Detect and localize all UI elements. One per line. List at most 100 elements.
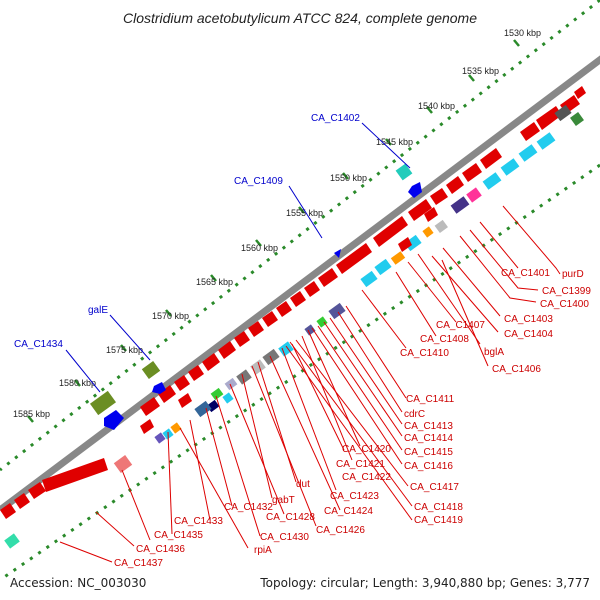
gene-forward [422, 226, 434, 238]
gene-label[interactable]: dut [296, 479, 310, 490]
leader-line [442, 247, 501, 317]
gene-label[interactable]: CA_C1416 [404, 461, 453, 472]
gene-forward [304, 324, 316, 336]
gene-label[interactable]: CA_C1401 [501, 268, 550, 279]
gene-label[interactable]: CA_C1437 [114, 558, 163, 569]
gene-forward [316, 316, 328, 328]
gene-label[interactable]: galE [88, 305, 108, 316]
gene-forward [194, 400, 212, 418]
tick-mark [74, 379, 81, 387]
gene-forward [462, 163, 482, 182]
gene-forward [222, 392, 234, 404]
gene-label[interactable]: CA_C1402 [311, 113, 360, 124]
gene-forward [318, 268, 338, 287]
gene-forward [536, 106, 562, 130]
gene-label[interactable]: CA_C1422 [342, 472, 391, 483]
leader-line [317, 325, 403, 451]
leader-line [65, 349, 101, 393]
gene-forward [466, 187, 482, 203]
leader-line [459, 235, 537, 303]
gene-label[interactable]: CA_C1435 [154, 530, 203, 541]
gene-forward [174, 375, 190, 391]
leader-line [361, 122, 411, 169]
leader-line [251, 365, 317, 527]
gene-forward [224, 377, 238, 391]
tick-label: 1530 kbp [504, 28, 541, 38]
gene-label[interactable]: CA_C1426 [316, 525, 365, 536]
tick-mark [298, 206, 305, 214]
gene-forward [424, 207, 438, 222]
leader-line [95, 511, 135, 547]
gene-forward [140, 397, 160, 416]
reverse-gene-labels: CA_C1402 CA_C1409 galE CA_C1434 [14, 113, 360, 350]
leader-line [345, 305, 407, 399]
gene-forward [158, 385, 176, 403]
gene-label[interactable]: CA_C1420 [342, 444, 391, 455]
gene-label[interactable]: CA_C1406 [492, 364, 541, 375]
gene-forward [28, 482, 46, 499]
tick-mark [385, 138, 392, 146]
tick-label: 1575 kbp [106, 345, 143, 355]
gene-label[interactable]: CA_C1430 [260, 532, 309, 543]
leader-line [479, 221, 519, 269]
gene-forward [574, 86, 586, 99]
leader-line [469, 229, 539, 291]
gene-label[interactable]: CA_C1433 [174, 516, 223, 527]
gene-label[interactable]: CA_C1414 [404, 433, 453, 444]
gene-label[interactable]: CA_C1411 [406, 394, 455, 405]
gene-label[interactable]: CA_C1415 [404, 447, 453, 458]
gene-forward [14, 493, 30, 509]
gene-label[interactable]: CA_C1428 [266, 512, 315, 523]
gene-label[interactable]: CA_C1418 [414, 502, 463, 513]
gene-forward [434, 219, 448, 233]
gene-forward [178, 393, 192, 408]
gene-forward [518, 144, 538, 162]
leader-line [295, 339, 409, 487]
tick-label: 1565 kbp [196, 277, 233, 287]
gene-reverse [152, 382, 166, 394]
gene-label[interactable]: bglA [484, 347, 504, 358]
leader-line [215, 395, 261, 537]
gene-label[interactable]: CA_C1436 [136, 544, 185, 555]
leader-line [285, 345, 413, 521]
gene-label[interactable]: CA_C1408 [420, 334, 469, 345]
gene-label[interactable]: CA_C1404 [504, 329, 553, 340]
gene-reverse [395, 163, 413, 181]
tick-label: 1585 kbp [13, 409, 50, 419]
gene-forward [570, 112, 584, 126]
genome-backbone [0, 55, 600, 513]
leader-line [329, 317, 403, 425]
gene-forward [482, 172, 502, 190]
gene-reverse [104, 410, 124, 430]
gene-label[interactable]: CA_C1423 [330, 491, 379, 502]
leader-line [323, 321, 403, 437]
leader-line [205, 407, 233, 507]
leader-line [281, 347, 337, 491]
gene-label[interactable]: CA_C1424 [324, 506, 373, 517]
gene-label[interactable]: CA_C1403 [504, 314, 553, 325]
gene-label[interactable]: CA_C1419 [414, 515, 463, 526]
gene-label[interactable]: CA_C1432 [224, 502, 273, 513]
gene-label[interactable]: rpiA [254, 545, 272, 556]
gene-label[interactable]: CA_C1409 [234, 176, 283, 187]
gene-forward [170, 422, 182, 434]
gene-forward [0, 503, 16, 519]
leader-line [189, 419, 211, 521]
gene-label[interactable]: CA_C1421 [336, 459, 385, 470]
gene-forward [234, 331, 250, 347]
gene-forward [188, 365, 204, 381]
gene-label[interactable]: gabT [272, 495, 295, 506]
inner-dotted-track [0, 163, 600, 582]
gene-label[interactable]: CA_C1413 [404, 421, 453, 432]
gene-label[interactable]: CA_C1407 [436, 320, 485, 331]
gene-label[interactable]: purD [562, 269, 584, 280]
tick-label: 1570 kbp [152, 311, 189, 321]
gene-label[interactable]: CA_C1417 [410, 482, 459, 493]
leader-line [431, 255, 499, 333]
gene-label[interactable]: CA_C1434 [14, 339, 63, 350]
gene-label[interactable]: CA_C1400 [540, 299, 589, 310]
gene-forward [554, 104, 572, 122]
gene-label[interactable]: CA_C1410 [400, 348, 449, 359]
gene-label[interactable]: cdrC [404, 409, 425, 420]
gene-label[interactable]: CA_C1399 [542, 286, 591, 297]
